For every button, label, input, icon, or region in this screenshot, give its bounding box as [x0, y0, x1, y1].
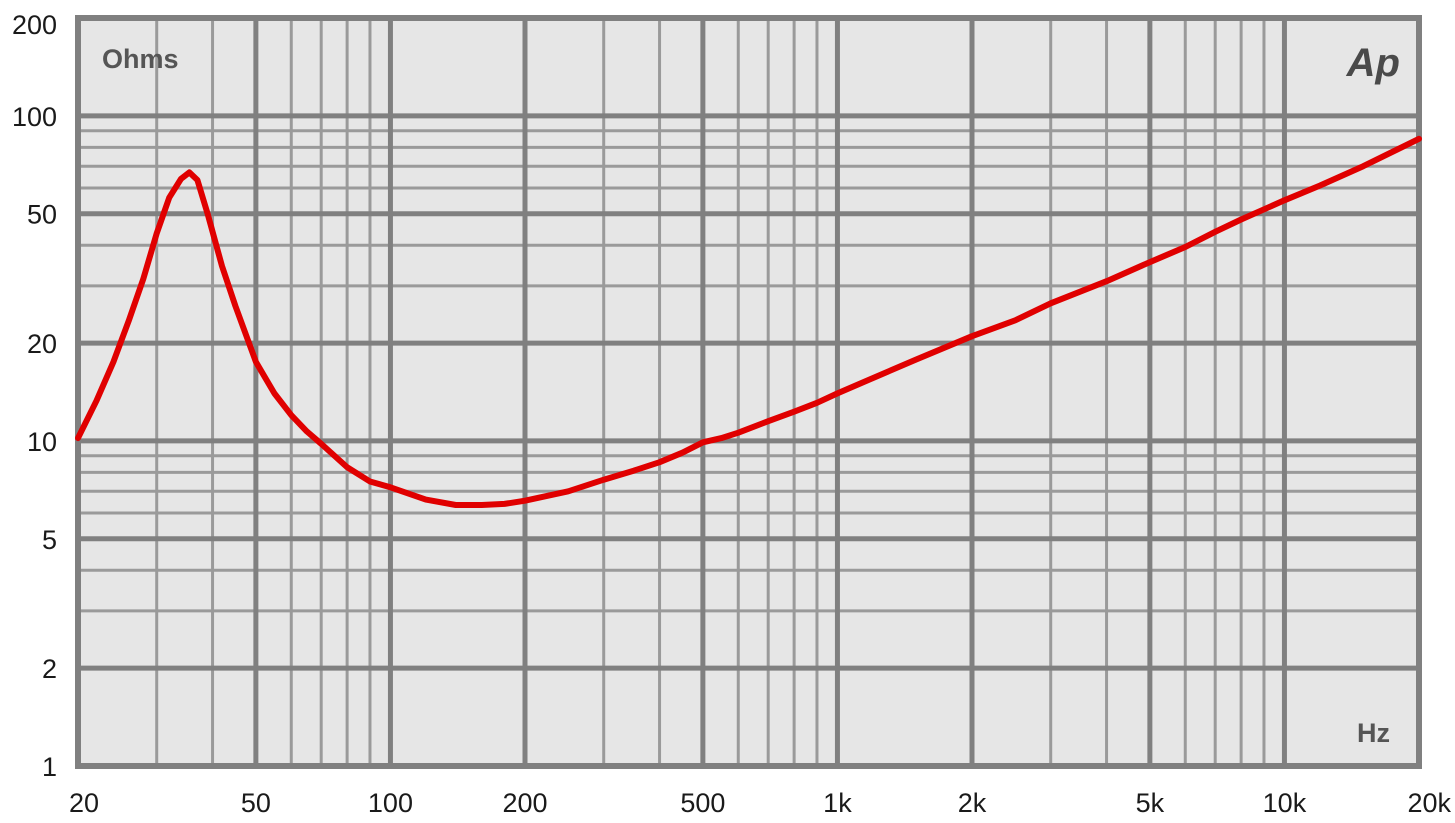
y-tick-label: 5	[42, 525, 57, 555]
x-tick-label: 10k	[1263, 788, 1307, 818]
ap-logo: Ap	[1346, 41, 1400, 85]
x-tick-labels: 20 50 100 200 500 1k 2k 5k 10k 20k	[69, 788, 1452, 818]
x-tick-label: 500	[680, 788, 725, 818]
y-tick-labels: 1 2 5 10 20 50 100 200	[12, 10, 57, 782]
plot-frame	[75, 15, 1422, 769]
impedance-series-line	[75, 135, 1422, 508]
x-tick-label: 50	[241, 788, 271, 818]
y-tick-label: 2	[42, 654, 57, 684]
y-tick-label: 1	[42, 752, 57, 782]
x-tick-label: 200	[502, 788, 547, 818]
y-tick-label: 10	[27, 427, 57, 457]
y-axis-label: Ohms	[102, 44, 179, 74]
minor-grid	[78, 18, 1419, 766]
plot-background	[78, 18, 1419, 766]
major-grid	[78, 18, 1419, 766]
series-layer	[75, 135, 1422, 508]
x-tick-label: 2k	[958, 788, 987, 818]
y-tick-label: 100	[12, 102, 57, 132]
y-tick-label: 20	[27, 329, 57, 359]
x-tick-label: 100	[368, 788, 413, 818]
y-tick-label: 50	[27, 200, 57, 230]
x-tick-label: 20k	[1407, 788, 1451, 818]
x-tick-label: 1k	[823, 788, 852, 818]
x-axis-label: Hz	[1357, 718, 1390, 748]
x-tick-label: 5k	[1136, 788, 1165, 818]
y-tick-label: 200	[12, 10, 57, 40]
x-tick-label: 20	[69, 788, 99, 818]
